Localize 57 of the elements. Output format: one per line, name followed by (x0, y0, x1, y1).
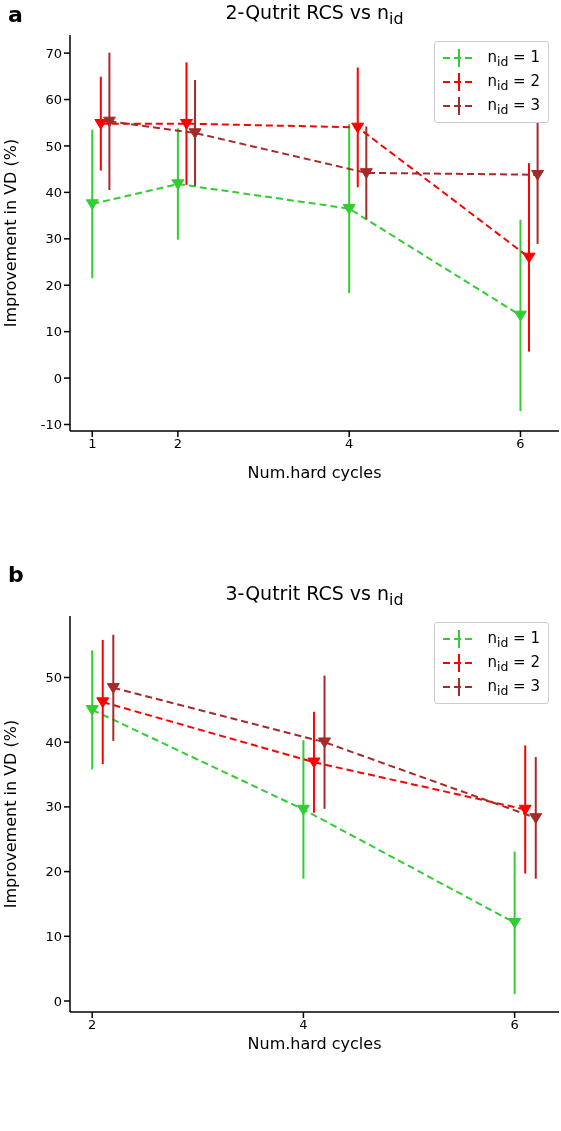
legend-label: n$_{id}$ = 1 (487, 628, 540, 650)
y-axis-title: Improvement in VD (%) (0, 719, 20, 909)
x-axis-title: Num.hard cycles (247, 1034, 382, 1053)
point (94, 118, 108, 130)
point (171, 179, 185, 190)
y-tick-label: 40 (45, 184, 62, 200)
point (188, 128, 202, 139)
point (102, 116, 116, 128)
y-tick-label: 10 (45, 928, 62, 944)
chart-title: 3-Qutrit RCS vs n$_{id}$ (224, 582, 405, 609)
point (96, 697, 110, 708)
x-tick-label: 6 (510, 1017, 519, 1033)
point (85, 199, 99, 210)
y-tick-label: 20 (45, 864, 62, 880)
point (106, 683, 120, 694)
point (513, 310, 527, 322)
text: b (8, 562, 24, 587)
y-axis-title: Improvement in VD (%) (0, 138, 20, 328)
y-tick-label: 60 (45, 92, 62, 108)
point (179, 118, 193, 130)
x-tick-label: 6 (516, 436, 525, 452)
legend-label: n$_{id}$ = 1 (487, 47, 540, 69)
legend-label: n$_{id}$ = 3 (487, 95, 540, 117)
point (359, 168, 373, 179)
point (508, 918, 522, 929)
x-axis-title: Num.hard cycles (247, 463, 382, 482)
point (342, 203, 356, 215)
y-tick-label: -10 (40, 417, 62, 433)
point (296, 804, 310, 816)
point (522, 252, 536, 264)
point (531, 170, 545, 181)
y-tick-label: 10 (45, 324, 62, 340)
y-tick-label: 30 (45, 799, 62, 815)
y-tick-label: 50 (45, 670, 62, 686)
y-tick-label: 0 (53, 370, 62, 386)
point (529, 813, 543, 824)
x-tick-label: 4 (299, 1017, 308, 1033)
x-tick-label: 4 (345, 436, 354, 452)
legend-label: n$_{id}$ = 3 (487, 676, 540, 698)
y-tick-label: 0 (53, 993, 62, 1009)
x-tick-label: 1 (88, 436, 97, 452)
point (518, 804, 532, 816)
chart-title: 2-Qutrit RCS vs n$_{id}$ (224, 1, 405, 28)
point (318, 737, 332, 749)
y-tick-label: 40 (45, 734, 62, 750)
y-tick-label: 50 (45, 138, 62, 154)
legend-label: n$_{id}$ = 2 (487, 71, 540, 93)
x-tick-label: 2 (88, 1017, 97, 1033)
legend-label: n$_{id}$ = 2 (487, 652, 540, 674)
point (307, 757, 321, 769)
y-tick-label: 20 (45, 277, 62, 293)
text: a (8, 2, 23, 27)
x-tick-label: 2 (173, 436, 183, 452)
y-tick-label: 30 (45, 231, 62, 247)
point (85, 705, 99, 716)
y-tick-label: 70 (45, 45, 62, 61)
point (351, 122, 365, 134)
